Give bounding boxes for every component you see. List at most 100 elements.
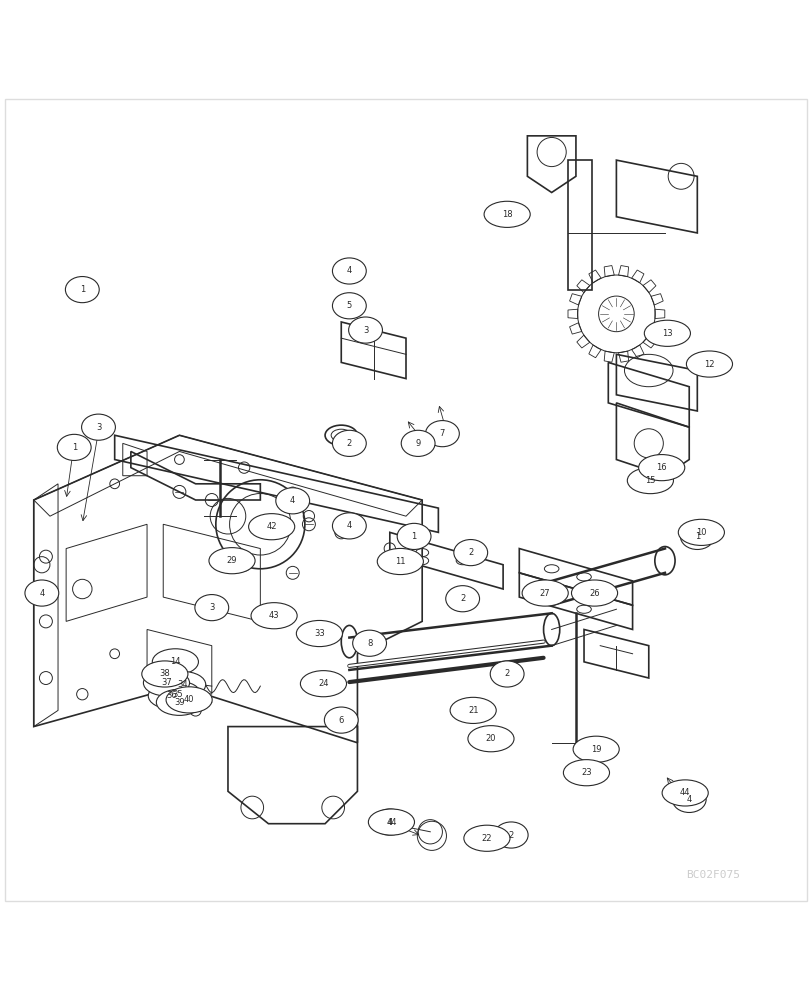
Ellipse shape <box>672 786 706 812</box>
Text: 9: 9 <box>415 439 420 448</box>
Ellipse shape <box>425 421 459 447</box>
Text: 38: 38 <box>159 669 170 678</box>
Ellipse shape <box>144 670 189 696</box>
Ellipse shape <box>661 780 707 806</box>
Text: 21: 21 <box>467 706 478 715</box>
Text: 44: 44 <box>386 818 397 827</box>
Text: 4: 4 <box>39 589 45 598</box>
Ellipse shape <box>58 434 91 460</box>
Text: 27: 27 <box>539 589 550 598</box>
Text: 11: 11 <box>395 557 405 566</box>
Text: 19: 19 <box>590 745 601 754</box>
Text: 4: 4 <box>387 818 392 827</box>
Text: 4: 4 <box>346 521 351 530</box>
Text: BC02F075: BC02F075 <box>685 870 740 880</box>
Ellipse shape <box>521 580 568 606</box>
Ellipse shape <box>152 649 198 675</box>
Ellipse shape <box>300 671 346 697</box>
Text: 18: 18 <box>501 210 512 219</box>
Ellipse shape <box>571 580 617 606</box>
Ellipse shape <box>368 809 414 835</box>
Text: 24: 24 <box>318 679 328 688</box>
Ellipse shape <box>483 201 530 227</box>
Text: 5: 5 <box>346 301 351 310</box>
Text: 34: 34 <box>177 680 187 689</box>
Text: 22: 22 <box>481 834 491 843</box>
Ellipse shape <box>195 595 229 621</box>
Text: 42: 42 <box>266 522 277 531</box>
Ellipse shape <box>685 351 732 377</box>
Text: 8: 8 <box>367 639 371 648</box>
Text: 4: 4 <box>686 795 691 804</box>
Ellipse shape <box>463 825 509 851</box>
Text: 33: 33 <box>314 629 324 638</box>
Ellipse shape <box>155 681 200 707</box>
Ellipse shape <box>148 683 194 709</box>
Text: 2: 2 <box>504 669 509 678</box>
Text: 12: 12 <box>703 360 714 369</box>
Text: 1: 1 <box>694 532 699 541</box>
Ellipse shape <box>157 689 202 715</box>
Ellipse shape <box>25 580 58 606</box>
Ellipse shape <box>276 488 309 514</box>
Ellipse shape <box>494 822 527 848</box>
Text: 36: 36 <box>165 691 177 700</box>
Ellipse shape <box>248 514 294 540</box>
Ellipse shape <box>563 760 609 786</box>
Text: 39: 39 <box>174 698 185 707</box>
Ellipse shape <box>490 661 523 687</box>
Ellipse shape <box>296 620 342 647</box>
Text: 3: 3 <box>363 326 367 335</box>
Ellipse shape <box>332 258 366 284</box>
Ellipse shape <box>677 519 723 545</box>
Text: 2: 2 <box>467 548 473 557</box>
Text: 15: 15 <box>645 476 654 485</box>
Ellipse shape <box>467 726 513 752</box>
Text: 23: 23 <box>581 768 591 777</box>
Text: 29: 29 <box>226 556 237 565</box>
Ellipse shape <box>81 414 115 440</box>
Text: 2: 2 <box>508 831 513 840</box>
Text: 1: 1 <box>411 532 416 541</box>
Ellipse shape <box>166 687 212 713</box>
Text: 4: 4 <box>346 266 351 275</box>
Text: 6: 6 <box>338 716 344 725</box>
Ellipse shape <box>66 277 99 303</box>
Text: 3: 3 <box>209 603 214 612</box>
Text: 16: 16 <box>655 463 666 472</box>
Ellipse shape <box>453 540 487 566</box>
Text: 13: 13 <box>661 329 672 338</box>
Text: 1: 1 <box>79 285 85 294</box>
Text: 2: 2 <box>346 439 351 448</box>
Text: 20: 20 <box>485 734 496 743</box>
Ellipse shape <box>332 293 366 319</box>
Ellipse shape <box>643 320 689 346</box>
Text: 40: 40 <box>183 695 194 704</box>
Text: 10: 10 <box>695 528 706 537</box>
Text: 37: 37 <box>161 678 172 687</box>
Ellipse shape <box>397 523 431 549</box>
Ellipse shape <box>160 671 205 698</box>
Ellipse shape <box>348 317 382 343</box>
Ellipse shape <box>680 523 714 549</box>
Text: 44: 44 <box>679 788 689 797</box>
Text: 35: 35 <box>172 690 183 699</box>
Ellipse shape <box>638 455 684 481</box>
Ellipse shape <box>627 468 672 494</box>
Text: 1: 1 <box>71 443 77 452</box>
Text: 43: 43 <box>268 611 279 620</box>
Ellipse shape <box>208 548 255 574</box>
Ellipse shape <box>445 586 479 612</box>
Ellipse shape <box>324 707 358 733</box>
Text: 2: 2 <box>460 594 465 603</box>
Ellipse shape <box>573 736 619 762</box>
Text: 7: 7 <box>440 429 444 438</box>
Ellipse shape <box>142 661 187 687</box>
Text: 26: 26 <box>589 589 599 598</box>
Ellipse shape <box>401 430 435 456</box>
Ellipse shape <box>352 630 386 656</box>
Text: 14: 14 <box>170 657 180 666</box>
Ellipse shape <box>372 809 406 835</box>
Text: 3: 3 <box>96 423 101 432</box>
Ellipse shape <box>449 697 496 723</box>
